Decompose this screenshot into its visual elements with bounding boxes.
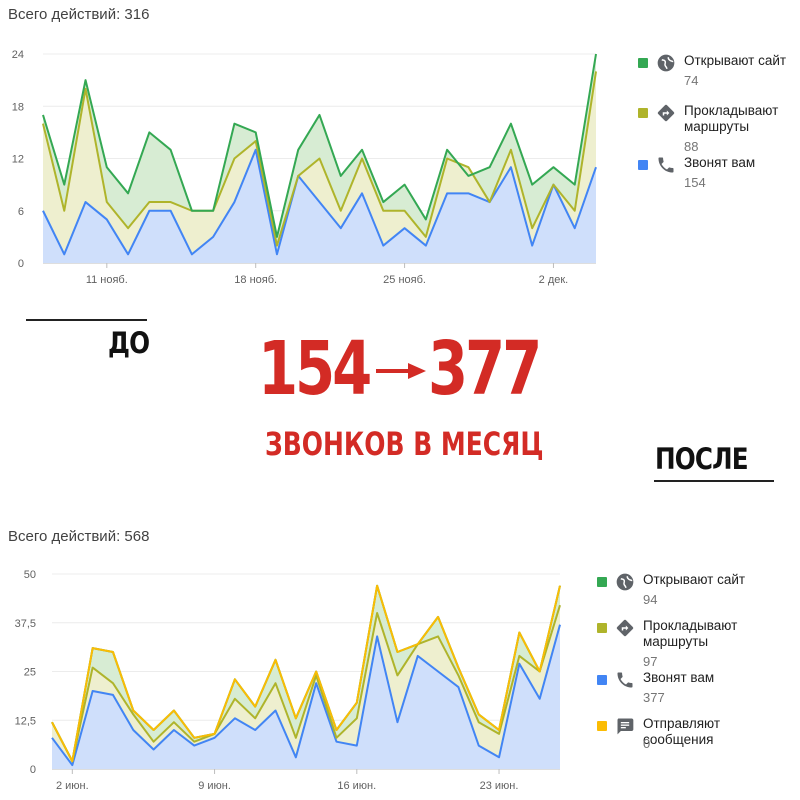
x-tick-label: 2 дек. bbox=[539, 274, 569, 286]
legend-series-name: Звонят вам bbox=[643, 670, 715, 685]
globe-icon bbox=[657, 54, 675, 72]
legend-series-count: 74 bbox=[684, 73, 699, 88]
x-tick-label: 16 июн. bbox=[337, 780, 376, 792]
legend-item: Прокладывают маршруты 97 bbox=[597, 618, 767, 669]
before-underline bbox=[26, 319, 147, 321]
legend-item: Открывают сайт 94 bbox=[597, 572, 767, 620]
x-tick-label: 9 июн. bbox=[198, 780, 231, 792]
series-line bbox=[42, 53, 597, 238]
legend-series-count: 154 bbox=[684, 175, 706, 190]
y-tick-label: 25 bbox=[24, 667, 36, 679]
legend-series-count: 377 bbox=[643, 690, 665, 705]
legend-item: Прокладывают маршруты 88 bbox=[638, 103, 800, 154]
total-actions-after: Всего действий: 568 bbox=[8, 528, 150, 545]
globe-icon bbox=[616, 573, 634, 591]
calls-per-month-caption: ЗВОНКОВ В МЕСЯЦ bbox=[265, 425, 544, 463]
x-tick-label: 18 нояб. bbox=[234, 274, 277, 286]
series-line bbox=[42, 71, 597, 247]
legend-icon bbox=[656, 103, 676, 123]
after-panel: Всего действий: 568 0 12,5 25 37,5 50 2 июн. 9… bbox=[0, 520, 800, 800]
legend-series-count: 88 bbox=[684, 139, 699, 154]
legend-icon bbox=[615, 572, 635, 592]
legend-swatch bbox=[638, 108, 648, 118]
chart-after: 0 12,5 25 37,5 50 2 июн. 9 июн. 16 июн. 23 июн. bbox=[15, 569, 561, 792]
directions-icon bbox=[616, 619, 634, 637]
legend-icon bbox=[656, 53, 676, 73]
legend-swatch bbox=[638, 160, 648, 170]
phone-icon bbox=[658, 157, 674, 173]
y-tick-label: 18 bbox=[12, 101, 24, 113]
legend-series-name: Отправляют сообщения bbox=[643, 716, 721, 747]
legend-after: Открывают сайт 94 Прокладывают маршруты 97 З… bbox=[597, 572, 797, 762]
calls-before-number: 154 bbox=[258, 326, 372, 412]
y-tick-label: 12,5 bbox=[15, 715, 36, 727]
legend-series-count: 0 bbox=[643, 736, 651, 751]
legend-series-name: Открывают сайт bbox=[684, 53, 787, 68]
legend-swatch bbox=[597, 577, 607, 587]
legend-series-name: Звонят вам bbox=[684, 155, 756, 170]
legend-icon bbox=[615, 670, 635, 690]
legend-swatch bbox=[597, 623, 607, 633]
legend-item: Отправляют сообщения 0 bbox=[597, 716, 767, 764]
directions-icon bbox=[657, 104, 675, 122]
y-tick-label: 37,5 bbox=[15, 618, 36, 630]
legend-series-count: 94 bbox=[643, 592, 658, 607]
chart-before: 0 6 12 18 24 11 нояб. 18 нояб. 25 нояб. 2 дек. bbox=[12, 49, 597, 286]
message-icon bbox=[617, 718, 634, 735]
y-tick-label: 12 bbox=[12, 154, 24, 166]
legend-icon bbox=[615, 618, 635, 638]
after-label: ПОСЛЕ bbox=[655, 442, 749, 476]
series-line bbox=[51, 584, 561, 763]
phone-icon bbox=[617, 672, 633, 688]
before-panel: Всего действий: 316 0 6 12 18 24 11 нояб. 18 н… bbox=[0, 0, 800, 300]
legend-series-name: Открывают сайт bbox=[643, 572, 746, 587]
y-tick-label: 50 bbox=[24, 569, 36, 581]
x-tick-label: 23 июн. bbox=[480, 780, 519, 792]
legend-series-count: 97 bbox=[643, 654, 658, 669]
series-area bbox=[52, 624, 560, 769]
legend-before: Открывают сайт 74 Прокладывают маршруты 88 З… bbox=[638, 53, 798, 203]
y-tick-label: 6 bbox=[18, 206, 24, 218]
legend-swatch bbox=[597, 675, 607, 685]
x-tick-label: 11 нояб. bbox=[86, 274, 128, 286]
y-tick-label: 24 bbox=[12, 49, 24, 61]
after-underline bbox=[654, 480, 774, 482]
legend-item: Открывают сайт 74 bbox=[638, 53, 800, 101]
series-line bbox=[51, 604, 561, 763]
legend-item: Звонят вам 377 bbox=[597, 670, 767, 718]
x-tick-label: 25 нояб. bbox=[383, 274, 426, 286]
y-tick-label: 0 bbox=[18, 258, 24, 270]
legend-swatch bbox=[597, 721, 607, 731]
legend-item: Звонят вам 154 bbox=[638, 155, 800, 203]
legend-icon bbox=[615, 716, 635, 736]
before-label: ДО bbox=[108, 326, 150, 360]
legend-series-name: Прокладывают маршруты bbox=[684, 103, 779, 134]
total-actions-before: Всего действий: 316 bbox=[8, 6, 150, 23]
legend-series-name: Прокладывают маршруты bbox=[643, 618, 738, 649]
legend-icon bbox=[656, 155, 676, 175]
series-line bbox=[51, 624, 561, 767]
calls-after-number: 377 bbox=[428, 326, 542, 412]
x-tick-label: 2 июн. bbox=[56, 780, 89, 792]
y-tick-label: 0 bbox=[30, 764, 36, 776]
legend-swatch bbox=[638, 58, 648, 68]
series-line bbox=[42, 148, 597, 256]
arrow-right-icon bbox=[376, 363, 426, 379]
